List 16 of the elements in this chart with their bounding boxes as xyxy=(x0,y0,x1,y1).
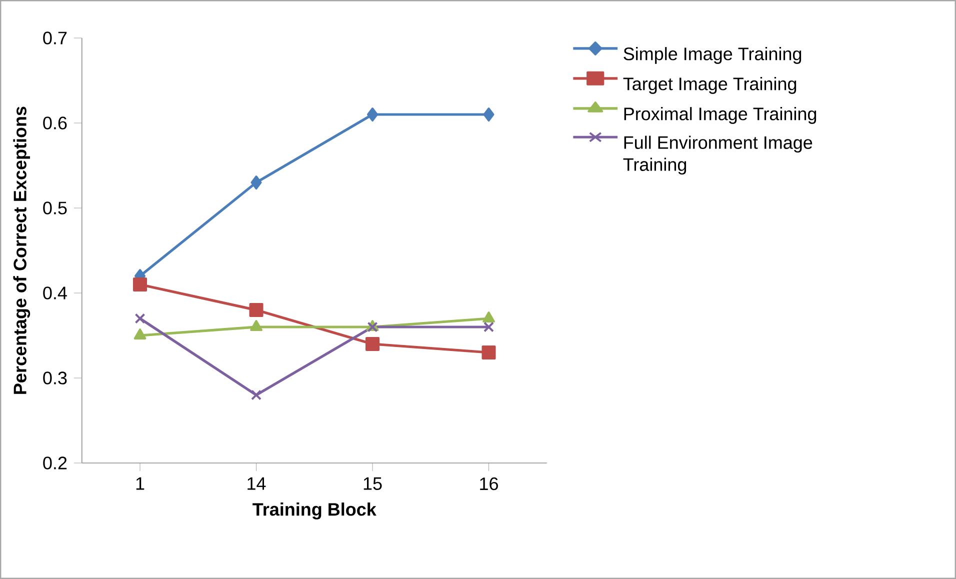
legend-label: Full Environment Image Training xyxy=(623,136,812,175)
x-tick-label: 1 xyxy=(136,477,144,490)
legend-label: Target Image Training xyxy=(623,77,796,94)
x-tick-label: 15 xyxy=(364,477,382,490)
y-tick-label: 0.3 xyxy=(43,372,67,384)
y-axis-title: Percentage of Correct Exceptions xyxy=(13,106,30,394)
y-tick-label: 0.7 xyxy=(43,32,67,44)
y-tick-label: 0.2 xyxy=(43,456,67,470)
legend-label: Proximal Image Training xyxy=(624,107,816,124)
y-tick-label: 0.4 xyxy=(43,286,67,300)
y-tick-label: 0.5 xyxy=(43,202,67,214)
x-tick-label: 14 xyxy=(248,477,266,490)
x-tick-label: 16 xyxy=(480,477,498,490)
x-axis-title: Training Block xyxy=(252,502,376,520)
y-tick-label: 0.6 xyxy=(43,116,67,130)
legend-label: Simple Image Training xyxy=(624,47,802,64)
